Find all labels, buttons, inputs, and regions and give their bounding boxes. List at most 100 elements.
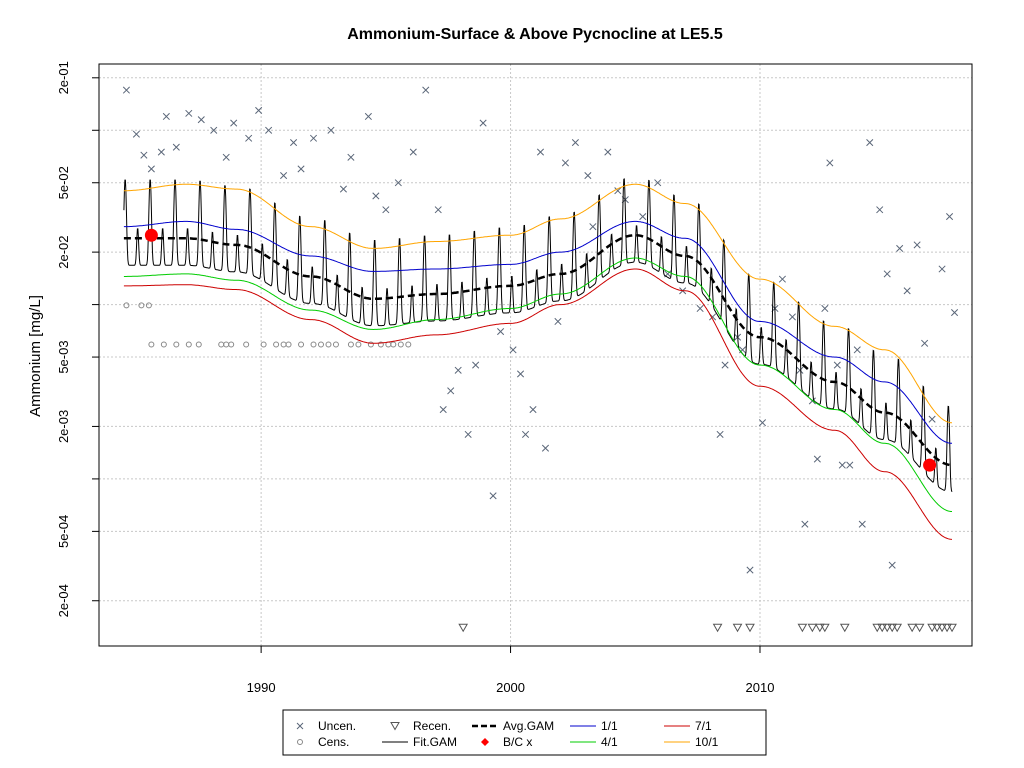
uncensored-point — [614, 187, 622, 195]
series-line-4-1 — [123, 257, 952, 512]
recensored-point — [712, 623, 723, 633]
legend-item: Cens. — [297, 735, 349, 749]
uncensored-point — [140, 151, 148, 159]
censored-point — [390, 341, 397, 348]
legend-circle-icon — [297, 739, 303, 745]
recensored-point — [877, 623, 888, 633]
uncensored-point — [439, 405, 447, 414]
uncensored-point — [529, 405, 537, 414]
censored-point — [325, 341, 332, 348]
censored-point — [298, 341, 305, 348]
y-tick-label: 2e-04 — [56, 584, 71, 617]
uncensored-point — [554, 317, 562, 326]
legend-label: B/C x — [503, 735, 532, 749]
uncensored-point — [833, 361, 841, 369]
uncensored-point — [197, 116, 205, 124]
uncensored-point — [604, 148, 612, 156]
uncensored-point — [913, 241, 921, 249]
uncensored-point — [147, 165, 155, 173]
uncensored-point — [447, 387, 455, 395]
legend-label: 4/1 — [601, 735, 618, 749]
uncensored-point — [309, 134, 318, 142]
censored-point — [317, 341, 324, 348]
uncensored-point — [758, 419, 767, 427]
censored-point — [347, 341, 354, 348]
legend: Uncen. Cens. Recen. Fit.GAM Avg.GAM B/C x 1/1 4… — [282, 709, 767, 756]
uncensored-point — [497, 328, 505, 336]
chart-title: Ammonium-Surface & Above Pycnocline at L… — [347, 26, 723, 43]
uncensored-point — [434, 206, 442, 214]
recensored-point — [797, 623, 808, 633]
x-tick-label: 1990 — [247, 680, 276, 695]
avg-gam-line — [123, 233, 952, 467]
uncensored-point — [716, 430, 724, 438]
uncensored-point — [541, 444, 550, 452]
recensored-point — [814, 623, 825, 633]
uncensored-point — [746, 566, 754, 574]
uncensored-point — [521, 430, 530, 438]
uncensored-point — [230, 119, 238, 127]
uncensored-point — [888, 561, 896, 569]
plot-frame — [98, 63, 973, 647]
x-tick-label: 2000 — [496, 680, 525, 695]
legend-label: Uncen. — [318, 719, 356, 733]
censored-point — [243, 341, 250, 348]
recensored-point — [932, 623, 942, 633]
uncensored-point — [696, 304, 704, 313]
censored-point — [405, 341, 412, 348]
censored-point — [160, 341, 167, 348]
uncensored-point — [938, 265, 946, 273]
censored-point — [185, 341, 192, 348]
legend-item: Avg.GAM — [472, 719, 554, 733]
uncensored-point — [157, 148, 165, 156]
censored-point — [310, 341, 317, 348]
uncensored-point — [516, 370, 525, 378]
uncensored-point — [327, 126, 335, 134]
legend-x-icon — [296, 722, 304, 730]
censored-point — [123, 302, 130, 309]
uncensored-point — [255, 106, 263, 114]
uncensored-point — [347, 153, 355, 161]
legend-item: 4/1 — [570, 735, 618, 749]
legend-box — [282, 709, 767, 756]
uncensored-point — [950, 309, 959, 317]
recensored-point — [942, 623, 952, 633]
legend-label: 10/1 — [695, 735, 719, 749]
y-tick-label: 2e-01 — [56, 61, 71, 94]
recensored-point — [927, 623, 937, 633]
uncensored-point — [801, 520, 809, 528]
censored-point — [397, 341, 404, 348]
uncensored-point — [280, 171, 288, 180]
uncensored-point — [339, 185, 347, 193]
censored-point — [260, 341, 267, 348]
uncensored-point — [290, 139, 298, 147]
uncensored-point — [265, 126, 273, 134]
recensored-point — [907, 623, 917, 633]
uncensored-point — [297, 165, 305, 173]
uncensored-point — [479, 119, 487, 127]
legend-dot-icon — [481, 738, 489, 746]
legend-item: 1/1 — [570, 719, 618, 733]
legend-label: Recen. — [413, 719, 451, 733]
legend-label: 1/1 — [601, 719, 618, 733]
uncensored-point — [866, 139, 874, 147]
uncensored-point — [162, 112, 170, 121]
recensored-point — [882, 623, 893, 633]
uncensored-point — [721, 361, 729, 369]
uncensored-point — [826, 159, 834, 167]
fit-gam-line — [123, 178, 953, 492]
censored-point — [355, 341, 362, 348]
plot-area — [122, 86, 959, 633]
recensored-point — [887, 623, 898, 633]
uncensored-point — [409, 148, 417, 156]
y-tick-label: 5e-02 — [56, 166, 71, 199]
recensored-point — [872, 623, 883, 633]
uncensored-point — [654, 179, 662, 187]
uncensored-point — [821, 304, 829, 313]
recensored-point — [914, 623, 925, 633]
censored-point — [173, 341, 180, 348]
recensored-point — [807, 623, 818, 633]
uncensored-point — [172, 143, 180, 151]
uncensored-point — [571, 139, 579, 147]
